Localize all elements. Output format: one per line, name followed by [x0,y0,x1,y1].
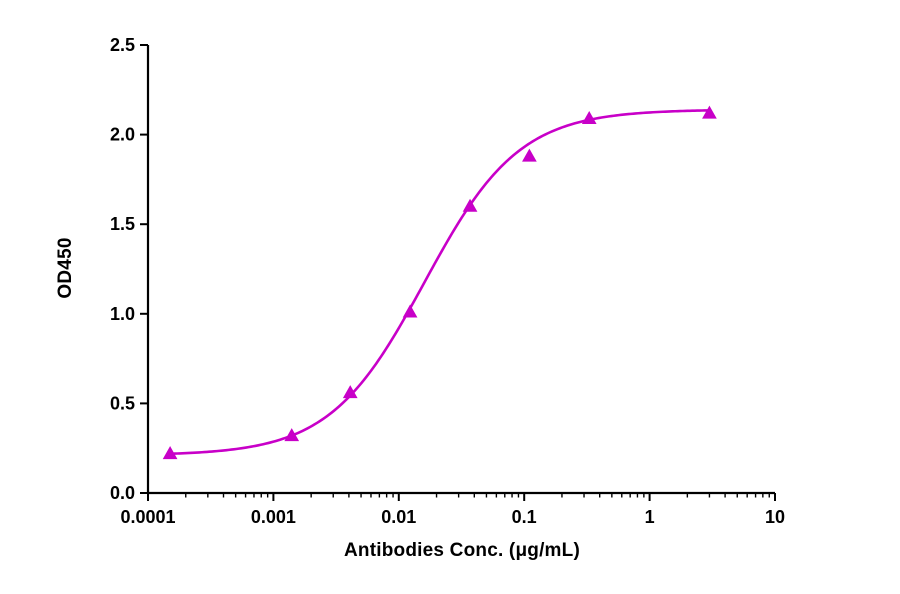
data-point-marker [522,148,537,162]
y-tick-label: 0.5 [110,393,135,413]
x-tick-label: 0.1 [512,507,537,527]
data-point-marker [342,385,358,399]
y-tick-label: 2.0 [110,125,135,145]
data-point-marker [402,304,418,318]
x-axis-title: Antibodies Conc. (μg/mL) [344,540,580,561]
y-tick-label: 1.0 [110,304,135,324]
fit-curve [168,109,711,456]
data-point-marker [581,110,597,124]
x-tick-label: 0.0001 [120,507,175,527]
y-tick-label: 0.0 [110,483,135,503]
data-point-marker [462,198,478,212]
x-tick-label: 0.01 [381,507,416,527]
x-tick-label: 10 [765,507,785,527]
x-tick-label: 1 [645,507,655,527]
data-point-marker [162,446,178,460]
data-point-marker [284,428,300,442]
y-tick-label: 1.5 [110,214,135,234]
y-axis-title: OD450 [55,237,76,299]
x-tick-label: 0.001 [251,507,296,527]
data-point-marker [702,105,717,119]
y-tick-label: 2.5 [110,35,135,55]
